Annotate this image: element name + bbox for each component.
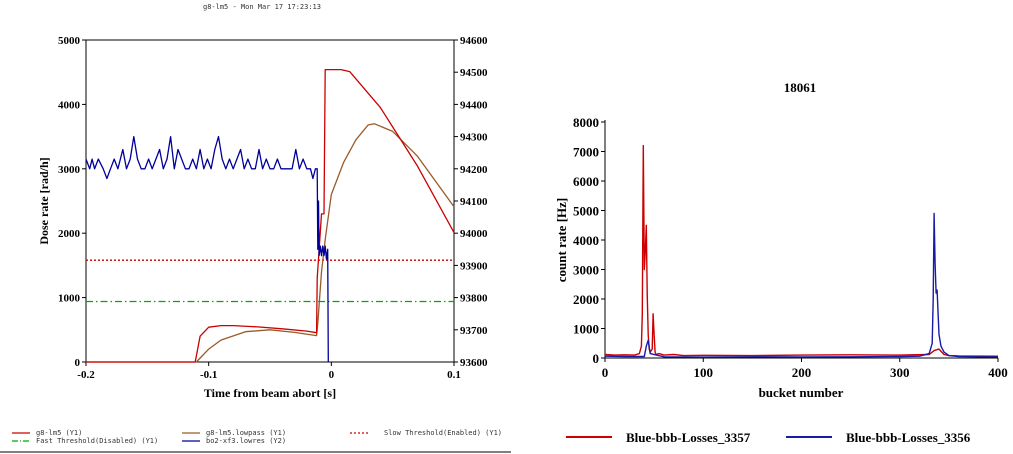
y2-tick-label: 94600 — [460, 35, 488, 47]
y-tick-label: 2000 — [573, 292, 599, 307]
y2-tick-label: 93600 — [460, 357, 488, 369]
series-line-bo2-xf3-lowres — [85, 135, 329, 363]
legend-label-fast: Fast Threshold(Disabled) (Y1) — [36, 437, 158, 445]
chart-right-x-tick-labels: 0 100 200 300 400 — [602, 358, 1008, 380]
y-tick-label: 0 — [593, 351, 600, 366]
series-line-g8-lm5-lowpass — [86, 123, 455, 363]
chart-left-x-tick-labels: -0.2 -0.1 0 0.1 — [77, 362, 461, 381]
y-tick-label: 6000 — [573, 174, 599, 189]
y2-tick-label: 94300 — [460, 132, 488, 144]
y-tick-label: 8000 — [573, 115, 599, 130]
y1-tick-label: 4000 — [58, 99, 81, 111]
y-tick-label: 4000 — [573, 233, 599, 248]
x-tick-label: 300 — [890, 365, 910, 380]
legend-label-3357: Blue-bbb-Losses_3357 — [626, 430, 751, 445]
series-line-blue-bbb-losses-3356 — [604, 212, 998, 358]
chart-left-y-axis-label: Dose rate [rad/h] — [37, 157, 51, 244]
y2-tick-label: 93900 — [460, 260, 488, 272]
y2-tick-label: 93800 — [460, 293, 488, 305]
series-line-blue-bbb-losses-3357 — [604, 144, 999, 357]
chart-left-plot-frame — [85, 39, 455, 363]
x-tick-label: 400 — [988, 365, 1008, 380]
chart-right-y-axis-label: count rate [Hz] — [554, 198, 569, 282]
y-tick-label: 5000 — [573, 204, 599, 219]
legend-label-lowpass: g8-lm5.lowpass (Y1) — [206, 429, 286, 437]
y2-tick-label: 94400 — [460, 99, 488, 111]
chart-right-title: 18061 — [784, 80, 817, 95]
y1-tick-label: 0 — [75, 357, 81, 369]
chart-right-legend: Blue-bbb-Losses_3357 Blue-bbb-Losses_335… — [566, 430, 971, 445]
x-tick-label: 200 — [792, 365, 812, 380]
chart-left-y2-tick-labels: 93600 93700 93800 93900 94000 94100 94200 94300… — [454, 35, 488, 369]
x-tick-label: -0.2 — [77, 369, 95, 381]
x-tick-label: 0.1 — [447, 369, 461, 381]
y2-tick-label: 94100 — [460, 196, 488, 208]
chart-left: g8-lm5 - Mon Mar 17 17:23:13 0 1000 2000 30… — [0, 3, 511, 453]
legend-label-bo2: bo2-xf3.lowres (Y2) — [206, 437, 286, 445]
legend-label-3356: Blue-bbb-Losses_3356 — [846, 430, 971, 445]
chart-right-x-axis-label: bucket number — [759, 385, 844, 400]
y1-tick-label: 2000 — [58, 228, 81, 240]
y-tick-label: 7000 — [573, 145, 599, 160]
x-tick-label: 0 — [602, 365, 609, 380]
legend-label-slow: Slow Threshold(Enabled) (Y1) — [384, 429, 502, 437]
y1-tick-label: 5000 — [58, 35, 81, 47]
y1-tick-label: 3000 — [58, 164, 81, 176]
chart-left-x-axis-label: Time from beam abort [s] — [204, 386, 336, 400]
chart-right: 18061 010002000300040005000600070008000 … — [554, 80, 1008, 445]
chart-left-series-layer — [85, 68, 455, 363]
y2-tick-label: 94200 — [460, 164, 488, 176]
chart-left-y1-tick-labels: 0 1000 2000 3000 4000 5000 — [58, 35, 86, 369]
x-tick-label: 100 — [694, 365, 714, 380]
series-line-g8-lm5 — [86, 68, 455, 363]
legend-label-lm5: g8-lm5 (Y1) — [36, 429, 82, 437]
x-tick-label: -0.1 — [200, 369, 217, 381]
y2-tick-label: 93700 — [460, 325, 488, 337]
chart-left-title: g8-lm5 - Mon Mar 17 17:23:13 — [203, 3, 321, 11]
x-tick-label: 0 — [329, 369, 335, 381]
y2-tick-label: 94000 — [460, 228, 488, 240]
y2-tick-label: 94500 — [460, 67, 488, 79]
y1-tick-label: 1000 — [58, 293, 81, 305]
chart-left-legend: g8-lm5 (Y1) g8-lm5.lowpass (Y1) Slow Thr… — [0, 429, 511, 453]
chart-right-y-tick-labels: 0 1000 2000 3000 4000 5000 6000 7000 8000 — [573, 115, 605, 366]
y-tick-label: 1000 — [573, 322, 599, 337]
chart-right-series-layer — [604, 144, 999, 358]
y-tick-label: 3000 — [573, 263, 599, 278]
